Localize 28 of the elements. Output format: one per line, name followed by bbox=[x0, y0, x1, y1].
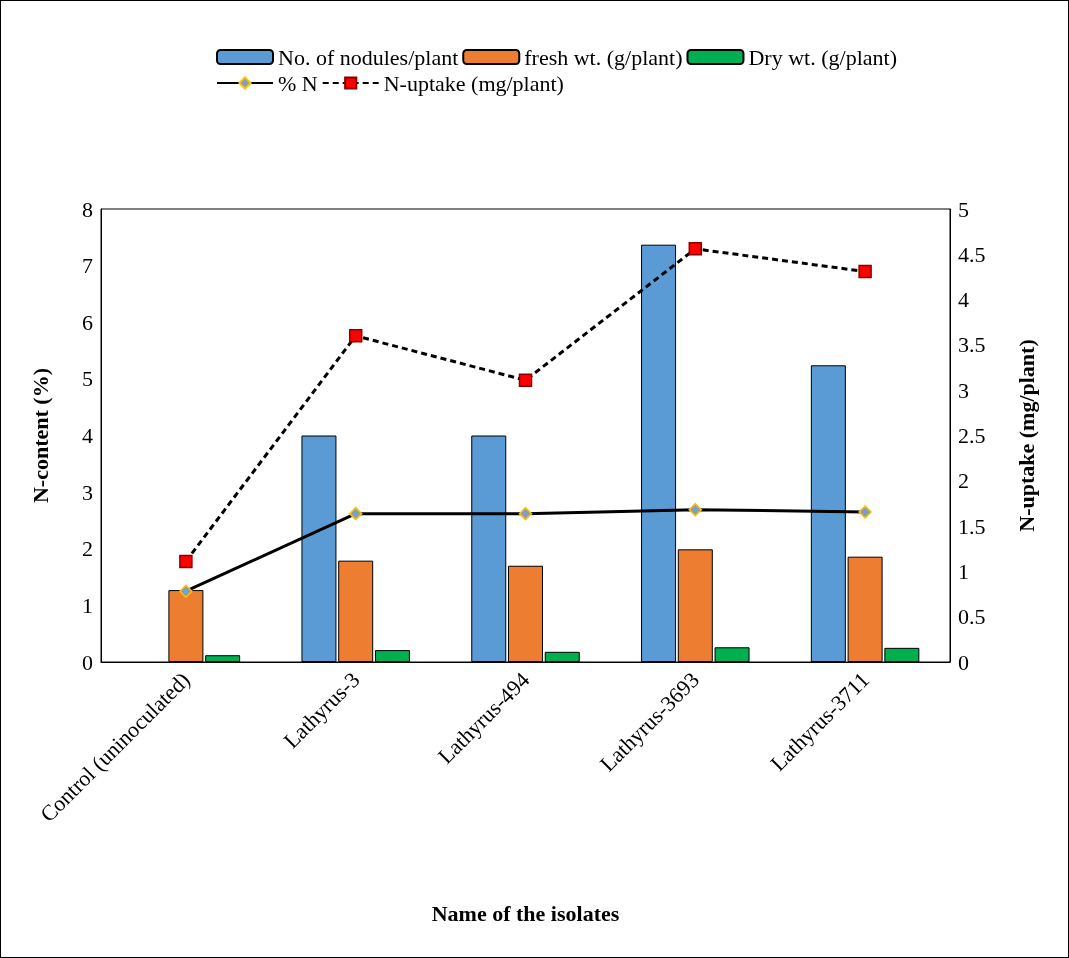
y2-tick-label: 1.5 bbox=[958, 513, 986, 539]
y2-tick-label: 5 bbox=[958, 196, 969, 222]
y-tick-label: 4 bbox=[82, 423, 93, 448]
y-tick-label: 1 bbox=[82, 592, 93, 618]
legend-label: N-uptake (mg/plant) bbox=[383, 70, 564, 96]
y2-tick-label: 0 bbox=[958, 649, 969, 675]
y2-axis-title: N-uptake (mg/plant) bbox=[1013, 339, 1039, 532]
x-axis-title: Name of the isolates bbox=[431, 900, 620, 926]
y-tick-label: 0 bbox=[82, 649, 93, 675]
y2-tick-label: 0.5 bbox=[958, 604, 986, 630]
y-tick-label: 6 bbox=[82, 309, 93, 335]
y2-tick-label: 1 bbox=[958, 558, 969, 584]
legend-label: No. of nodules/plant bbox=[278, 44, 459, 70]
y-tick-label: 2 bbox=[82, 536, 93, 562]
legend-label: fresh wt. (g/plant) bbox=[524, 44, 683, 70]
y2-tick-label: 3 bbox=[958, 377, 969, 403]
y-axis-title: N-content (%) bbox=[27, 367, 53, 504]
y2-tick-label: 2 bbox=[958, 468, 969, 494]
y-tick-label: 8 bbox=[82, 196, 93, 222]
legend-label: % N bbox=[278, 70, 318, 96]
y2-tick-label: 4.5 bbox=[958, 241, 986, 267]
y-tick-label: 3 bbox=[82, 479, 93, 505]
y-tick-label: 7 bbox=[82, 253, 93, 279]
y2-tick-label: 3.5 bbox=[958, 332, 986, 358]
legend-label: Dry wt. (g/plant) bbox=[748, 44, 897, 70]
y2-tick-label: 2.5 bbox=[958, 423, 986, 448]
y2-tick-label: 4 bbox=[958, 287, 969, 313]
y-tick-label: 5 bbox=[82, 366, 93, 392]
